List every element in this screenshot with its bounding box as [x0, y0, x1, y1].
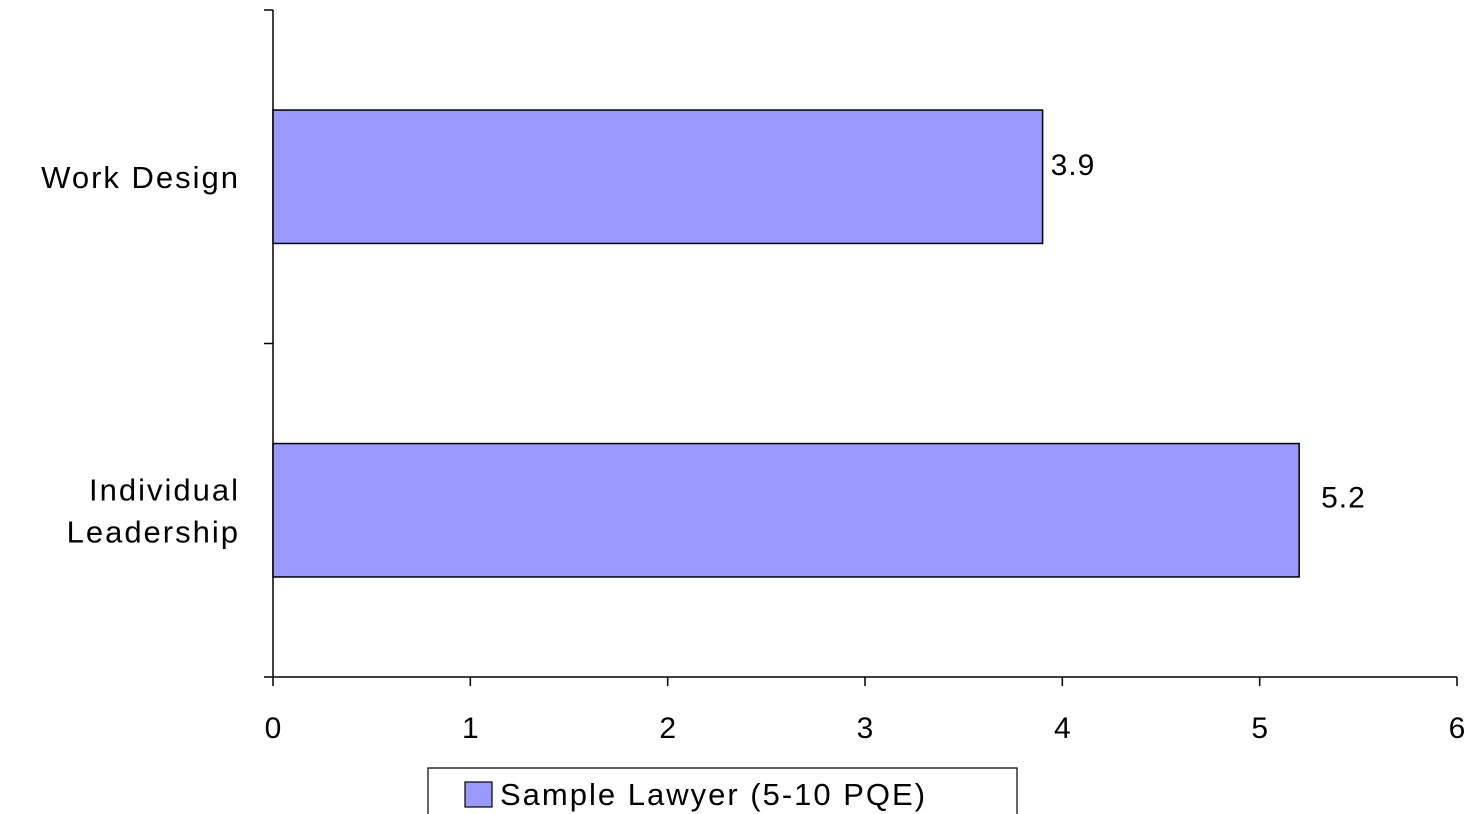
- bar: [272, 442, 1300, 578]
- chart-axes: 0 1 2 3 4 5 6: [264, 9, 1466, 745]
- category-label: Individual Leadership: [67, 472, 240, 549]
- x-tick-label: 1: [462, 712, 479, 745]
- x-tick-label: 5: [1251, 712, 1268, 745]
- data-label: 5.2: [1321, 481, 1366, 514]
- chart-legend: Sample Lawyer (5-10 PQE): [427, 767, 1018, 814]
- x-tick-label: 6: [1449, 712, 1466, 745]
- x-tick-label: 2: [659, 712, 676, 745]
- x-tick-label: 3: [857, 712, 874, 745]
- category-label: Work Design: [41, 160, 240, 195]
- x-tick-label: 4: [1054, 712, 1071, 745]
- chart-labels: Work Design 3.9 Individual Leadership 5.2: [41, 149, 1366, 550]
- bar: [272, 109, 1044, 245]
- legend-swatch: [464, 781, 493, 808]
- data-label: 3.9: [1051, 149, 1096, 182]
- chart-bars: [272, 109, 1300, 578]
- legend-label: Sample Lawyer (5-10 PQE): [500, 777, 927, 812]
- legend-box: [427, 767, 1018, 814]
- x-tick-label: 0: [265, 712, 282, 745]
